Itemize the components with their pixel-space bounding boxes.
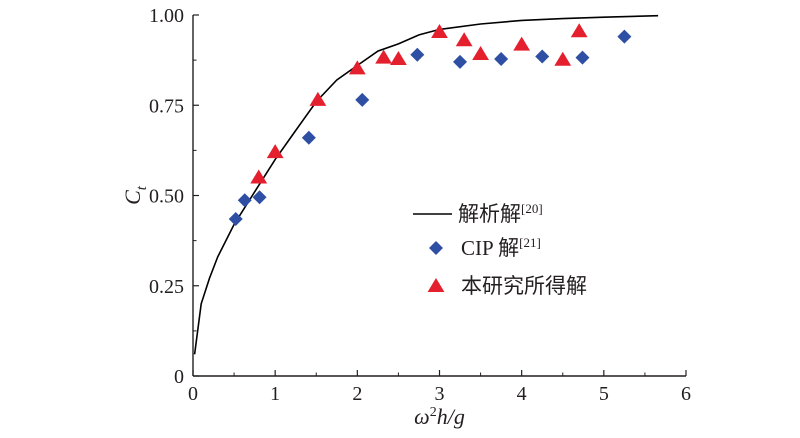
present-study-point xyxy=(513,36,531,51)
axes: 0 1 2 3 4 5 6 0 0.25 0.50 0.75 1.00 ω2h/g Ct xyxy=(120,5,691,429)
legend: 解析解[20] CIP 解[21] 本研究所得解 xyxy=(413,201,587,298)
present-study-point xyxy=(309,91,327,106)
x-tick-label: 6 xyxy=(681,383,691,405)
present-study-point xyxy=(266,144,284,159)
present-study-point xyxy=(348,60,366,75)
series-1 xyxy=(228,29,632,226)
y-axis-label: Ct xyxy=(120,185,150,205)
y-tick-label: 0.25 xyxy=(149,276,184,298)
x-tick-label: 0 xyxy=(188,383,198,405)
series-2 xyxy=(250,23,588,184)
legend-label: 本研究所得解 xyxy=(461,274,587,298)
y-tick-label: 0.75 xyxy=(149,95,184,117)
cip-solution-point xyxy=(355,92,370,107)
present-study-point xyxy=(554,51,572,66)
x-tick-label: 1 xyxy=(270,383,280,405)
legend-label: 解析解[20] xyxy=(458,201,543,226)
cip-solution-point xyxy=(617,29,632,44)
x-tick-label: 5 xyxy=(599,383,609,405)
y-tick-label: 1.00 xyxy=(149,5,184,27)
cip-solution-point xyxy=(453,54,468,69)
cip-solution-point xyxy=(301,130,316,145)
cip-solution-point xyxy=(228,211,243,226)
present-study-point xyxy=(390,51,407,66)
series-0 xyxy=(193,14,659,355)
present-study-point xyxy=(250,169,268,184)
legend-diamond-swatch xyxy=(429,241,443,255)
x-axis-label: ω2h/g xyxy=(414,404,465,429)
x-tick-label: 3 xyxy=(435,383,445,405)
cip-solution-point xyxy=(494,52,509,67)
x-tick-label: 4 xyxy=(517,383,527,405)
cip-solution-point xyxy=(252,190,267,205)
cip-solution-point xyxy=(237,193,252,208)
present-study-point xyxy=(472,45,489,60)
present-study-point xyxy=(431,23,448,38)
series-layer xyxy=(193,14,659,355)
y-tick-label: 0 xyxy=(174,366,184,388)
cip-solution-point xyxy=(535,49,550,64)
legend-triangle-swatch xyxy=(427,278,445,292)
legend-label: CIP 解[21] xyxy=(461,235,541,260)
present-study-point xyxy=(375,49,393,64)
present-study-point xyxy=(455,32,473,47)
x-tick-label: 2 xyxy=(352,383,362,405)
analytical-solution-line xyxy=(193,14,659,355)
cip-solution-point xyxy=(575,50,590,65)
y-tick-label: 0.50 xyxy=(149,186,184,208)
cip-solution-point xyxy=(410,47,425,62)
present-study-point xyxy=(570,23,588,38)
